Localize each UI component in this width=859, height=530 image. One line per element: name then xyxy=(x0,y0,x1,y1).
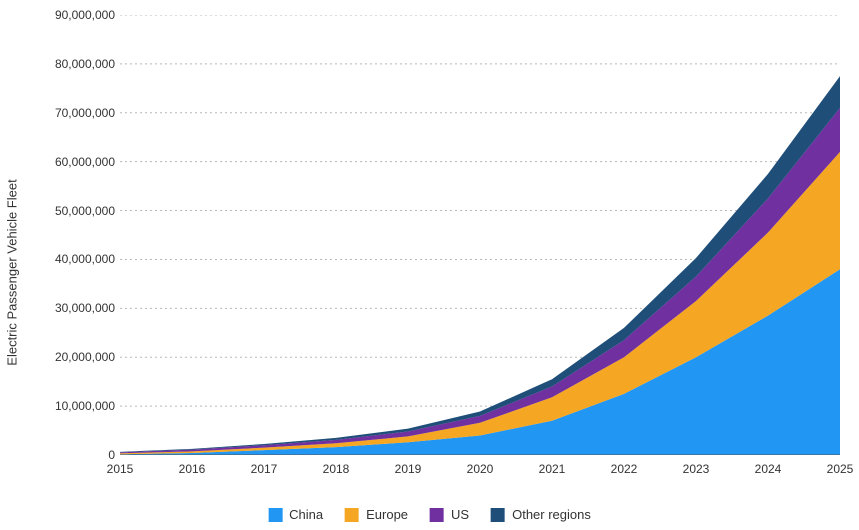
y-tick-label: 10,000,000 xyxy=(55,399,115,413)
legend-item-other: Other regions xyxy=(491,507,591,522)
y-tick-label: 80,000,000 xyxy=(55,57,115,71)
y-axis-label: Electric Passenger Vehicle Fleet xyxy=(5,179,20,365)
x-tick-label: 2022 xyxy=(611,462,638,476)
x-tick-label: 2021 xyxy=(539,462,566,476)
y-tick-label: 70,000,000 xyxy=(55,106,115,120)
ev-fleet-chart: Electric Passenger Vehicle Fleet 0 10,000… xyxy=(0,0,859,530)
legend-label: China xyxy=(289,507,323,522)
plot-area xyxy=(120,15,840,455)
legend-swatch xyxy=(430,508,444,522)
legend-item-europe: Europe xyxy=(345,507,408,522)
y-tick-label: 90,000,000 xyxy=(55,8,115,22)
y-tick-label: 30,000,000 xyxy=(55,301,115,315)
legend-item-china: China xyxy=(268,507,323,522)
legend-label: Other regions xyxy=(512,507,591,522)
y-tick-label: 50,000,000 xyxy=(55,204,115,218)
x-tick-label: 2020 xyxy=(467,462,494,476)
legend: China Europe US Other regions xyxy=(268,507,591,522)
y-tick-label: 60,000,000 xyxy=(55,155,115,169)
legend-label: US xyxy=(451,507,469,522)
legend-swatch xyxy=(268,508,282,522)
y-tick-label: 20,000,000 xyxy=(55,350,115,364)
legend-swatch xyxy=(491,508,505,522)
x-tick-label: 2024 xyxy=(755,462,782,476)
x-tick-label: 2018 xyxy=(323,462,350,476)
x-tick-label: 2019 xyxy=(395,462,422,476)
x-tick-label: 2023 xyxy=(683,462,710,476)
stacked-areas xyxy=(120,76,840,455)
y-tick-label: 0 xyxy=(108,448,115,462)
legend-item-us: US xyxy=(430,507,469,522)
x-tick-label: 2025 xyxy=(827,462,854,476)
y-tick-label: 40,000,000 xyxy=(55,252,115,266)
chart-svg xyxy=(120,15,840,455)
x-tick-label: 2016 xyxy=(179,462,206,476)
legend-swatch xyxy=(345,508,359,522)
x-tick-label: 2017 xyxy=(251,462,278,476)
x-tick-label: 2015 xyxy=(107,462,134,476)
legend-label: Europe xyxy=(366,507,408,522)
